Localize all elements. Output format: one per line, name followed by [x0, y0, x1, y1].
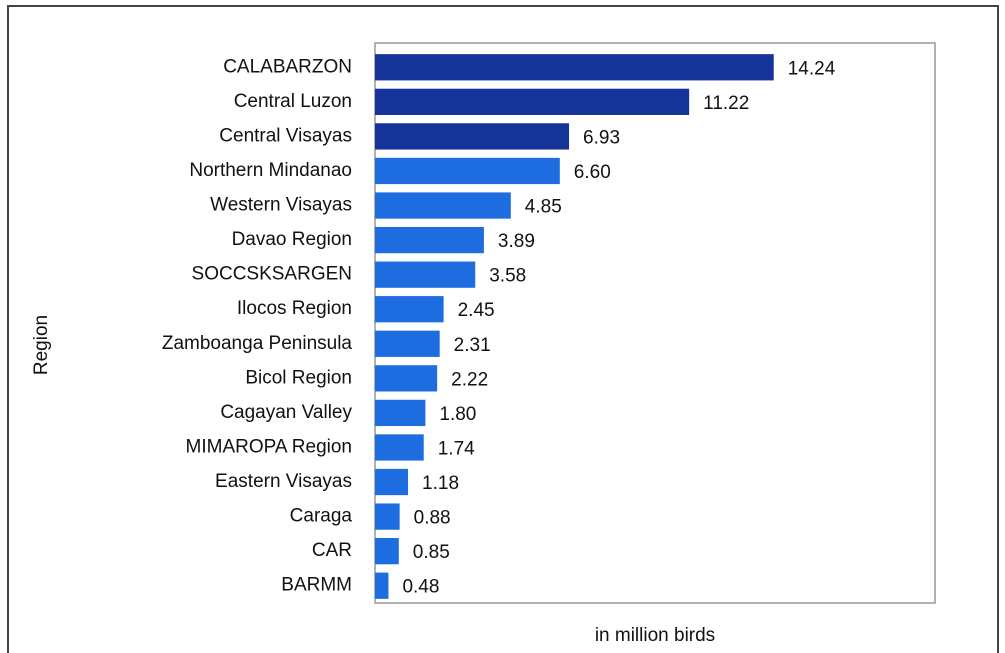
y-tick-label: Cagayan Valley [220, 402, 352, 423]
bar [375, 434, 424, 461]
value-label: 2.22 [451, 369, 488, 390]
y-tick-label: Caraga [290, 506, 353, 527]
bar [375, 538, 399, 565]
bar [375, 226, 484, 254]
value-label: 6.93 [583, 127, 620, 148]
y-tick-label: Zamboanga Peninsula [162, 333, 353, 354]
y-tick-label: Central Visayas [219, 125, 352, 146]
bar [375, 123, 570, 150]
y-tick-label: SOCCSKSARGEN [192, 264, 352, 285]
value-label: 6.60 [574, 162, 611, 183]
y-tick-label: Central Luzon [234, 91, 352, 112]
y-tick-label: Bicol Region [245, 367, 352, 388]
y-axis-label: Region [31, 315, 52, 375]
value-label: 11.22 [703, 93, 749, 114]
bar [375, 399, 426, 427]
bar [375, 296, 444, 323]
value-label: 1.18 [422, 473, 459, 494]
y-tick-label: Davao Region [232, 229, 352, 250]
value-label: 1.80 [439, 404, 476, 425]
bar [375, 330, 440, 357]
value-label: 2.45 [458, 300, 495, 321]
value-label: 14.24 [788, 58, 836, 79]
bar [375, 261, 476, 288]
value-label: 1.74 [438, 438, 475, 459]
y-tick-label: Western Visayas [210, 195, 352, 216]
bar [375, 54, 774, 81]
bar [375, 503, 400, 530]
y-tick-label: CAR [312, 540, 352, 561]
value-label: 4.85 [525, 197, 562, 218]
bar [375, 365, 438, 392]
bar [375, 192, 511, 219]
value-label: 0.85 [413, 542, 450, 563]
y-tick-label: CALABARZON [223, 56, 352, 77]
value-label: 3.58 [489, 266, 526, 287]
bar [375, 468, 409, 496]
value-label: 3.89 [498, 231, 535, 252]
y-tick-label: Ilocos Region [237, 298, 352, 319]
y-tick-label: MIMAROPA Region [186, 436, 352, 457]
bar [375, 572, 389, 599]
bar [375, 88, 690, 115]
value-label: 2.31 [454, 335, 491, 356]
y-tick-label: Northern Mindanao [189, 160, 352, 181]
y-tick-label: BARMM [281, 575, 352, 596]
y-tick-label: Eastern Visayas [215, 471, 352, 492]
bar [375, 157, 560, 185]
value-label: 0.88 [414, 508, 451, 529]
value-label: 0.48 [402, 577, 439, 598]
x-axis-label: in million birds [595, 625, 715, 646]
